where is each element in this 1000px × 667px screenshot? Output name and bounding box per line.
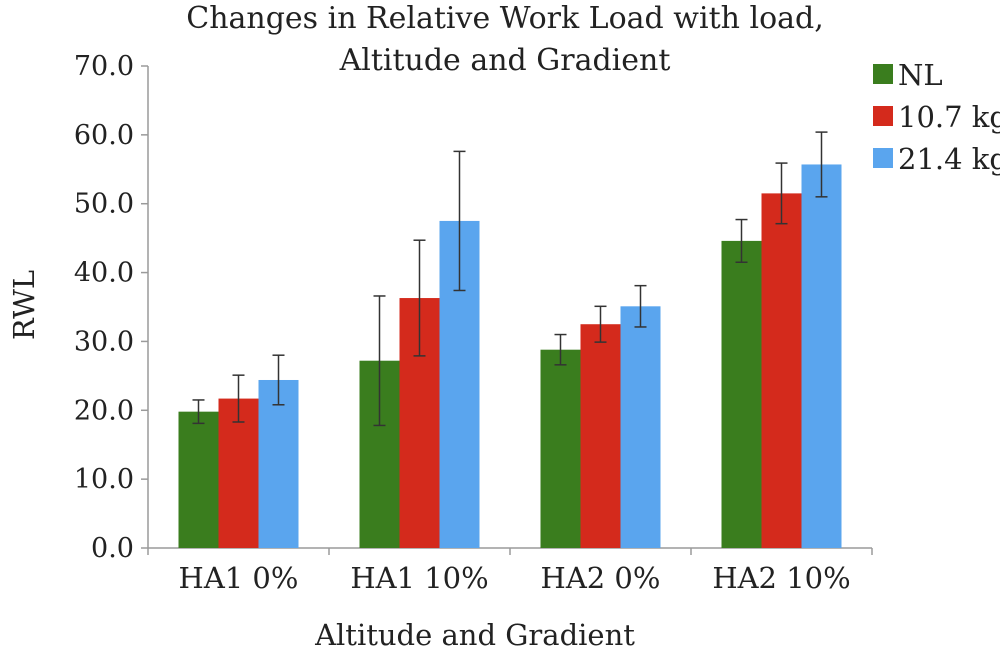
chart-title-line-2: Altitude and Gradient bbox=[339, 43, 671, 78]
bar bbox=[178, 411, 219, 548]
legend-label: 21.4 kg bbox=[898, 142, 1000, 176]
legend-swatch bbox=[873, 148, 893, 168]
y-tick-label: 10.0 bbox=[74, 464, 134, 495]
y-tick-label: 50.0 bbox=[74, 189, 134, 220]
bar bbox=[218, 398, 259, 548]
y-tick-label: 70.0 bbox=[74, 51, 134, 82]
legend-label: 10.7 kg bbox=[898, 100, 1000, 134]
legend-swatch bbox=[873, 64, 893, 84]
legend-swatch bbox=[873, 106, 893, 126]
x-axis-label: Altitude and Gradient bbox=[314, 618, 635, 652]
y-tick-label: 0.0 bbox=[91, 533, 134, 564]
legend: NL 10.7 kg 21.4 kg bbox=[873, 58, 1000, 176]
y-tick-label: 60.0 bbox=[74, 120, 134, 151]
chart-title-line-1: Changes in Relative Work Load with load, bbox=[186, 1, 824, 36]
legend-label: NL bbox=[898, 58, 943, 92]
bar bbox=[761, 193, 802, 548]
x-tick-label: HA2 10% bbox=[712, 561, 850, 595]
bar bbox=[540, 349, 581, 548]
x-tick-label: HA2 0% bbox=[541, 561, 661, 595]
x-tick-label: HA1 10% bbox=[350, 561, 488, 595]
bar bbox=[620, 306, 661, 548]
y-axis-label: RWL bbox=[7, 270, 41, 340]
bar bbox=[258, 379, 299, 548]
x-tick-label: HA1 0% bbox=[179, 561, 299, 595]
axes: 0.0 10.0 20.0 30.0 40.0 50.0 60.0 70.0 HA1 0% HA1… bbox=[74, 51, 873, 595]
y-tick-label: 30.0 bbox=[74, 326, 134, 357]
bar bbox=[580, 324, 621, 548]
bars bbox=[178, 131, 842, 549]
y-tick-label: 40.0 bbox=[74, 258, 134, 289]
bar bbox=[801, 164, 842, 549]
bar bbox=[721, 240, 762, 548]
y-tick-label: 20.0 bbox=[74, 395, 134, 426]
